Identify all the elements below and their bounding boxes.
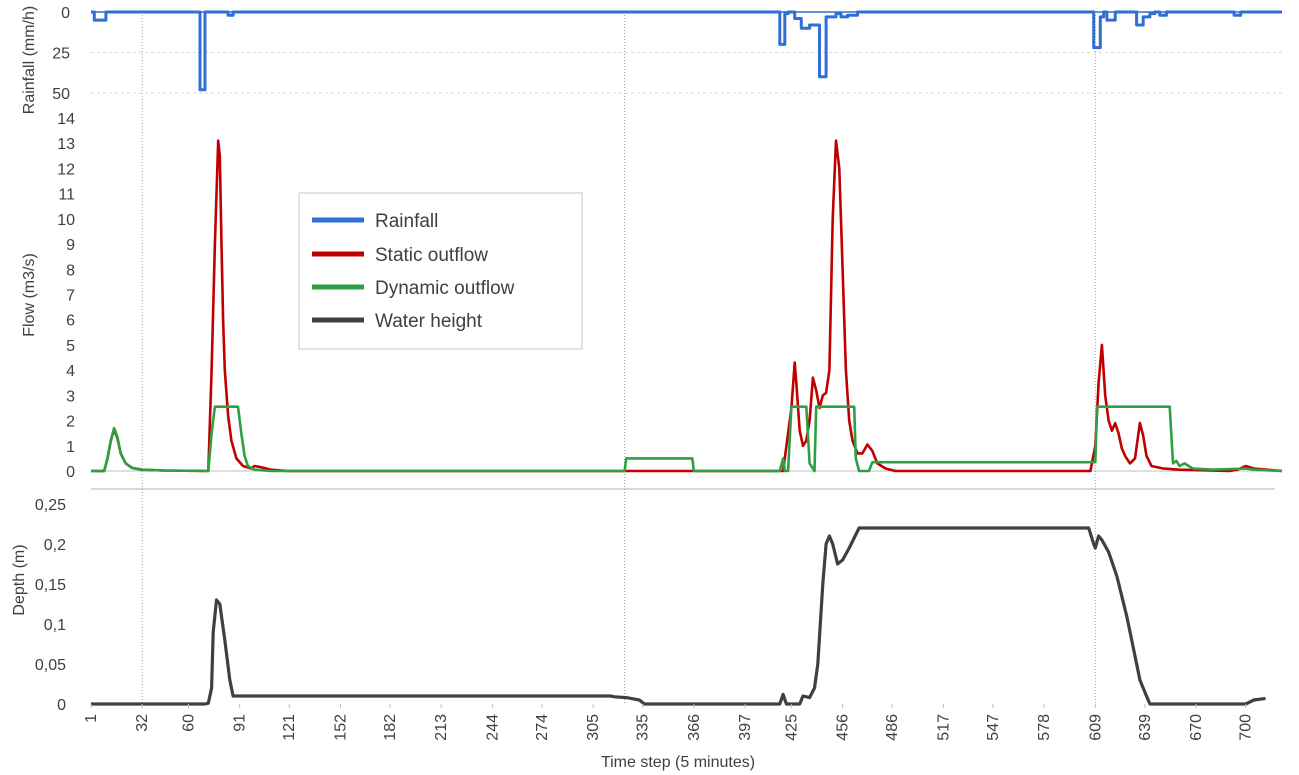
flow-y-tick-label: 14	[57, 111, 75, 128]
flow-y-tick-label: 11	[58, 187, 75, 204]
x-tick-label: 425	[783, 714, 800, 741]
x-tick-label: 274	[534, 714, 551, 741]
x-tick-label: 152	[332, 714, 349, 741]
flow-y-tick-label: 9	[66, 237, 75, 254]
grid-layer	[91, 11, 1282, 490]
depth-y-tick-label: 0,05	[35, 657, 66, 674]
depth-y-tick-label: 0,15	[35, 577, 66, 594]
x-tick-label: 1	[83, 714, 100, 723]
x-tick-label: 578	[1036, 714, 1053, 741]
flow-y-tick-label: 1	[66, 439, 75, 456]
series-static-outflow	[91, 139, 1283, 473]
flow-y-tick-label: 12	[57, 161, 75, 178]
x-tick-label: 32	[134, 714, 151, 732]
legend: Rainfall Static outflow Dynamic outflow …	[298, 192, 583, 350]
depth-y-tick-label: 0	[57, 697, 66, 714]
flow-y-tick-label: 0	[66, 464, 75, 481]
x-tick-label: 335	[635, 714, 652, 741]
vertical-guide-lines	[141, 12, 1096, 704]
rainfall-axis-title: Rainfall (mm/h)	[21, 6, 38, 114]
x-tick-label: 547	[985, 714, 1002, 741]
series-water-height	[91, 526, 1266, 706]
rainfall-y-tick-label: 0	[61, 5, 70, 22]
legend-label-water-height: Water height	[375, 311, 483, 332]
x-tick-label: 397	[737, 714, 754, 741]
depth-y-tick-label: 0,2	[44, 537, 66, 554]
flow-axis-title: Flow (m3/s)	[21, 253, 38, 337]
x-tick-label: 213	[433, 714, 450, 741]
x-tick-label: 244	[484, 714, 501, 741]
x-tick-label: 700	[1238, 714, 1255, 741]
x-tick-label: 517	[935, 714, 952, 741]
depth-y-tick-label: 0,1	[44, 617, 66, 634]
legend-label-dynamic-outflow: Dynamic outflow	[375, 278, 515, 299]
series-dynamic-outflow	[91, 405, 1283, 473]
flow-y-tick-label: 2	[66, 414, 75, 431]
x-tick-label: 486	[884, 714, 901, 741]
x-tick-label: 366	[686, 714, 703, 741]
x-tick-label: 121	[281, 714, 298, 741]
series-layer	[91, 10, 1283, 706]
depth-axis-title: Depth (m)	[11, 544, 28, 615]
flow-y-tick-label: 4	[66, 363, 75, 380]
x-tick-label: 182	[382, 714, 399, 741]
flow-y-tick-label: 8	[66, 262, 75, 279]
flow-y-tick-label: 13	[57, 136, 75, 153]
axis-layer: 025500123456789101112131400,050,10,150,2…	[35, 5, 1255, 741]
x-tick-label: 91	[232, 714, 249, 732]
rainfall-y-tick-label: 50	[52, 86, 70, 103]
flow-y-tick-label: 6	[66, 313, 75, 330]
flow-y-tick-label: 7	[66, 288, 75, 305]
legend-label-rainfall: Rainfall	[375, 211, 438, 232]
depth-y-tick-label: 0,25	[35, 497, 66, 514]
series-rainfall	[91, 10, 1282, 92]
x-axis-title: Time step (5 minutes)	[601, 754, 755, 771]
x-tick-label: 305	[585, 714, 602, 741]
flow-y-tick-label: 10	[57, 212, 75, 229]
x-tick-label: 639	[1137, 714, 1154, 741]
rainfall-y-tick-label: 25	[52, 46, 70, 63]
x-tick-label: 60	[180, 714, 197, 732]
flow-y-tick-label: 5	[66, 338, 75, 355]
x-tick-label: 609	[1087, 714, 1104, 741]
x-tick-label: 456	[835, 714, 852, 741]
x-tick-label: 670	[1188, 714, 1205, 741]
flow-y-tick-label: 3	[66, 388, 75, 405]
legend-label-static-outflow: Static outflow	[375, 245, 488, 266]
